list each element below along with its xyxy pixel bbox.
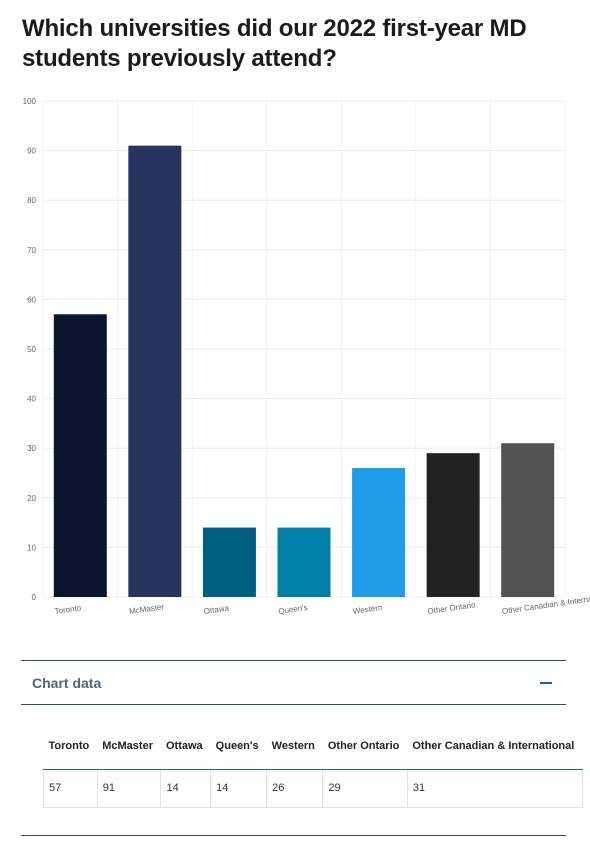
x-tick-label: Western <box>352 603 383 616</box>
y-tick-label: 50 <box>27 345 36 354</box>
bar-queen-s <box>277 527 331 597</box>
table-header-cell: Western <box>266 735 323 770</box>
chart-data-table: Toronto McMaster Ottawa Queen's Western Other… <box>43 735 583 808</box>
table-header-cell: Ottawa <box>160 735 211 770</box>
y-tick-label: 80 <box>27 196 36 205</box>
chart-data-label: Chart data <box>32 674 102 691</box>
y-tick-label: 20 <box>27 494 36 503</box>
table-cell: 91 <box>96 769 162 808</box>
chart-data-toggle[interactable]: Chart data <box>21 660 566 705</box>
table-header-cell: Other Ontario <box>322 735 408 770</box>
table-body: 57 91 14 14 26 29 31 <box>43 769 583 808</box>
table-cell: 31 <box>406 769 583 808</box>
table-header-row: Toronto McMaster Ottawa Queen's Western Other… <box>43 735 583 770</box>
y-tick-label: 10 <box>27 543 36 552</box>
table-cell: 14 <box>210 769 268 808</box>
table-header-cell: Toronto <box>43 735 98 770</box>
table-header-cell: McMaster <box>97 735 161 770</box>
page-title: Which universities did our 2022 first-ye… <box>22 15 527 72</box>
x-tick-label: Ottawa <box>203 603 230 616</box>
x-tick-label: Other Ontario <box>427 600 477 616</box>
y-tick-label: 60 <box>27 295 36 304</box>
bottom-divider <box>21 835 566 836</box>
y-tick-label: 70 <box>27 246 36 255</box>
table-cell: 57 <box>43 769 98 808</box>
x-tick-label: Toronto <box>54 603 82 616</box>
y-tick-label: 0 <box>32 593 37 602</box>
table-cell: 14 <box>160 769 212 808</box>
bar-toronto <box>53 314 107 597</box>
bar-chart: 0 10 20 30 40 50 60 70 80 90 100 Toronto McMaster Ott… <box>23 97 590 616</box>
table-cell: 26 <box>266 769 324 808</box>
x-tick-label: McMaster <box>129 602 165 616</box>
bar-other-ontario <box>426 453 480 597</box>
y-tick-label: 90 <box>27 147 36 156</box>
table-cell: 29 <box>322 769 408 808</box>
table-row: 57 91 14 14 26 29 31 <box>43 769 583 808</box>
bar-ottawa <box>202 527 256 597</box>
bar-western <box>352 468 406 597</box>
y-tick-label: 40 <box>27 395 36 404</box>
y-tick-label: 30 <box>27 444 36 453</box>
table-header-cell: Queen's <box>210 735 267 770</box>
table-header-cell: Other Canadian & International <box>407 735 583 770</box>
bar-mcmaster <box>128 145 182 597</box>
minus-icon[interactable] <box>540 681 552 684</box>
y-tick-label: 100 <box>23 97 37 106</box>
x-tick-label: Queen's <box>278 603 309 616</box>
bar-other-canadian-international <box>501 443 555 597</box>
